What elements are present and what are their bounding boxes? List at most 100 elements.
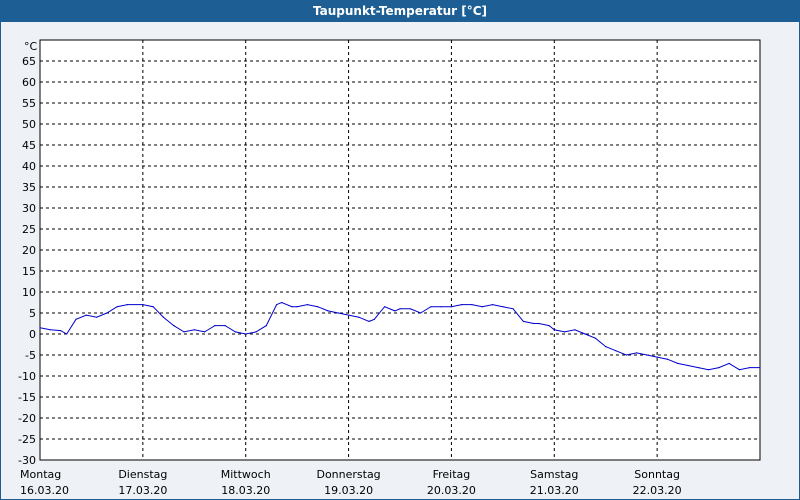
data-point	[265, 325, 267, 327]
data-point	[224, 325, 226, 327]
data-point	[605, 346, 607, 348]
data-point	[409, 308, 411, 310]
data-point	[368, 320, 370, 322]
data-point	[337, 312, 339, 314]
data-point	[533, 322, 535, 325]
x-tick-date-label: 22.03.20	[633, 484, 682, 497]
data-point	[420, 312, 422, 314]
data-point	[461, 304, 463, 306]
y-tick-label: -20	[18, 412, 36, 425]
data-point	[162, 316, 164, 318]
y-tick-label: 15	[22, 265, 36, 278]
data-point	[142, 304, 144, 306]
data-point	[373, 318, 375, 320]
data-point	[697, 367, 699, 369]
data-point	[636, 352, 638, 354]
y-tick-label: -25	[18, 433, 36, 446]
y-tick-label: 0	[29, 328, 36, 341]
data-point	[553, 329, 555, 331]
data-point	[204, 331, 206, 333]
data-point	[708, 369, 710, 371]
data-point	[281, 301, 283, 304]
data-point	[60, 330, 62, 332]
data-point	[718, 367, 720, 369]
data-point	[625, 354, 627, 356]
data-point	[471, 304, 473, 306]
data-point	[749, 367, 751, 369]
series-points	[39, 301, 761, 371]
data-point	[450, 306, 452, 308]
y-tick-label: -15	[18, 391, 36, 404]
y-tick-label: 55	[22, 97, 36, 110]
data-point	[234, 331, 236, 333]
data-point	[522, 320, 525, 322]
x-tick-day-label: Donnerstag	[316, 468, 380, 481]
data-point	[430, 306, 432, 308]
x-tick-day-label: Mittwoch	[221, 468, 271, 481]
x-tick-day-label: Montag	[20, 468, 61, 481]
x-tick-date-label: 19.03.20	[324, 484, 373, 497]
data-point	[116, 306, 118, 308]
data-point	[728, 362, 730, 364]
y-axis-unit-label: °C	[24, 40, 38, 53]
data-point	[677, 362, 679, 364]
data-point	[538, 322, 540, 325]
data-point	[106, 312, 108, 314]
y-tick-label: -10	[18, 370, 36, 383]
y-axis-ticks: °C 65605550454035302520151050-5-10-15-20…	[18, 40, 37, 467]
y-tick-label: 25	[22, 223, 36, 236]
data-point	[291, 306, 293, 308]
data-point	[66, 333, 68, 335]
data-point	[512, 308, 514, 310]
x-tick-day-label: Dienstag	[118, 468, 167, 481]
data-point	[574, 329, 576, 331]
data-point	[492, 304, 494, 306]
data-point	[548, 325, 550, 327]
x-tick-date-label: 21.03.20	[530, 484, 579, 497]
data-point	[245, 333, 247, 335]
data-point	[75, 318, 77, 320]
data-point	[85, 314, 87, 316]
data-point	[173, 325, 175, 327]
data-point	[152, 306, 154, 308]
data-point	[759, 367, 761, 369]
x-tick-day-label: Freitag	[433, 468, 471, 481]
data-point	[306, 304, 308, 306]
grid-lines	[40, 40, 760, 460]
y-tick-label: 30	[22, 202, 36, 215]
y-tick-label: 60	[22, 76, 36, 89]
data-point	[594, 337, 597, 339]
data-point	[96, 316, 98, 318]
y-tick-label: 45	[22, 139, 36, 152]
y-tick-label: -30	[18, 454, 36, 467]
data-point	[440, 306, 442, 308]
data-point	[646, 354, 648, 356]
data-point	[399, 308, 401, 310]
y-tick-label: 10	[22, 286, 36, 299]
data-point	[49, 329, 51, 331]
y-tick-label: 20	[22, 244, 36, 257]
y-tick-label: 50	[22, 118, 36, 131]
data-point	[327, 310, 329, 312]
data-point	[39, 327, 41, 329]
data-point	[348, 314, 350, 316]
data-point	[126, 304, 128, 306]
x-tick-date-label: 16.03.20	[20, 484, 69, 497]
x-axis-ticks: Montag 16.03.20 Dienstag 17.03.20 Mittwoch 18…	[20, 468, 682, 497]
data-point	[193, 329, 195, 331]
x-tick-date-label: 18.03.20	[221, 484, 270, 497]
data-point	[564, 331, 566, 333]
data-point	[214, 325, 216, 327]
data-point	[738, 369, 741, 371]
data-point	[502, 306, 504, 308]
data-point	[255, 331, 257, 333]
data-point	[358, 316, 360, 318]
data-point	[317, 306, 319, 308]
x-tick-day-label: Samstag	[530, 468, 578, 481]
chart-title: Taupunkt-Temperatur [°C]	[1, 1, 799, 22]
series-line	[39, 301, 760, 371]
data-point	[687, 364, 689, 367]
data-point	[394, 310, 396, 312]
data-point	[481, 306, 483, 308]
